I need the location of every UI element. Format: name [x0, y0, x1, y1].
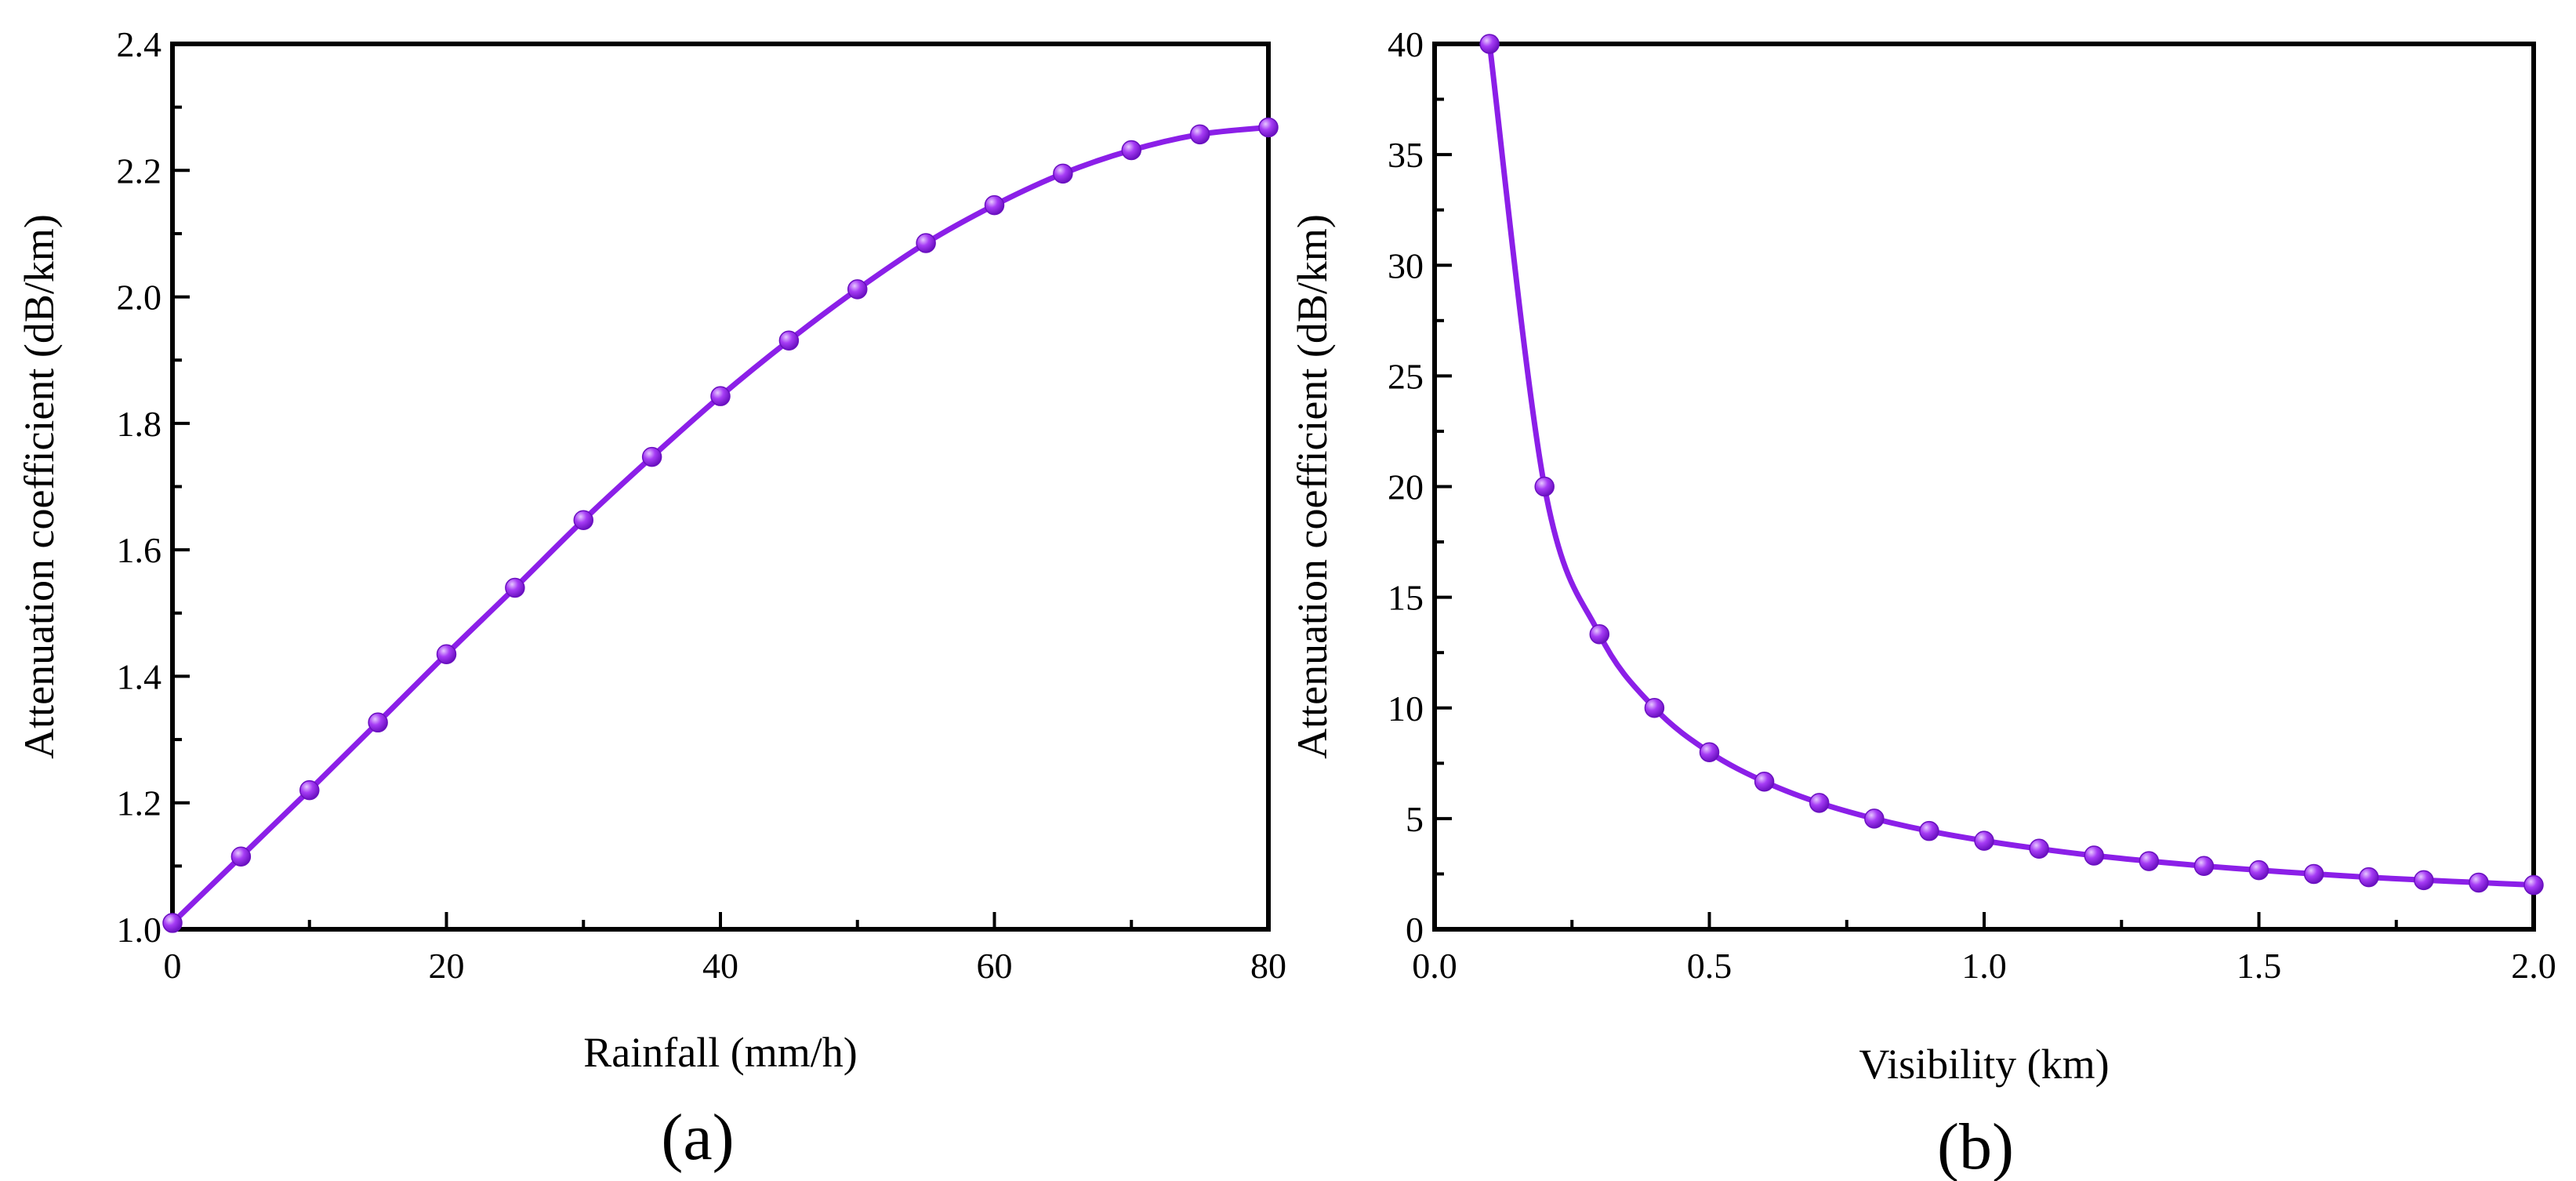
chart-a-x-tick-label: 60	[977, 946, 1013, 986]
chart-a-y-tick-label: 1.2	[117, 783, 162, 823]
chart-a-panel-label: (a)	[661, 1101, 734, 1174]
chart-a-data-point	[162, 913, 183, 933]
chart-a-data-point	[1189, 124, 1210, 145]
chart-a-x-tick-label: 40	[702, 946, 738, 986]
chart-a-plot-frame	[170, 42, 1271, 932]
chart-a-data-point	[505, 577, 525, 598]
chart-a-y-tick-label: 1.6	[117, 530, 162, 570]
chart-a-y-axis-title: Attenuation coefficient (dB/km)	[16, 214, 63, 759]
chart-b-data-point	[1974, 830, 1994, 851]
chart-b-data-point	[2523, 874, 2544, 896]
chart-a-data-point	[641, 446, 662, 467]
chart-a-data-point	[1258, 117, 1279, 138]
chart-b-y-tick-label: 40	[1388, 24, 1424, 64]
chart-b-y-tick-label: 15	[1388, 578, 1424, 618]
chart-b-series-line	[1486, 43, 2534, 888]
chart-b-y-tick-label: 0	[1406, 910, 1424, 950]
chart-b-x-tick-label: 0.0	[1412, 946, 1457, 986]
chart-a-data-point	[230, 846, 252, 867]
chart-a-data-point	[573, 510, 593, 530]
chart-a-data-point	[984, 194, 1005, 216]
chart-a-y-tick-label: 1.0	[117, 910, 162, 950]
chart-b-x-tick-label: 2.0	[2511, 946, 2556, 986]
chart-b-data-point	[2248, 859, 2269, 881]
chart-a-data-point	[1053, 163, 1073, 184]
chart-b-y-tick-label: 30	[1388, 245, 1424, 285]
chart-b-data-point	[1589, 624, 1610, 645]
chart-b-data-point	[1919, 820, 1939, 841]
chart-b-x-tick-label: 0.5	[1687, 946, 1732, 986]
chart-b-plot-frame	[1432, 42, 2536, 932]
chart-b-panel-label: (b)	[1937, 1110, 2014, 1181]
chart-b-data-point	[2084, 845, 2104, 866]
chart-b-x-axis-title: Visibility (km)	[1859, 1041, 2109, 1088]
chart-b-data-point	[1644, 698, 1665, 718]
chart-b-data-point	[2358, 867, 2379, 888]
chart-panel-b: 0.0 0.5 1.0 1.5 2.0 0 5 10 15 20 25 30 35 40 Visibilit…	[1289, 24, 2556, 1181]
chart-a-x-tick-label: 0	[164, 946, 182, 986]
chart-a-data-point	[1121, 140, 1141, 161]
chart-b-data-point	[2193, 856, 2215, 877]
chart-b-y-axis-title: Attenuation coefficient (dB/km)	[1289, 214, 1336, 759]
chart-a-x-tick-label: 80	[1250, 946, 1286, 986]
chart-b-y-tick-label: 20	[1388, 467, 1424, 507]
chart-a-data-point	[436, 644, 457, 664]
chart-a-y-tick-label: 1.4	[117, 656, 162, 696]
chart-a-data-point	[368, 712, 388, 733]
chart-b-y-tick-label: 35	[1388, 135, 1424, 175]
chart-b-data-point	[1534, 476, 1555, 497]
chart-b-data-point	[1809, 793, 1830, 813]
chart-a-data-point	[710, 386, 731, 406]
chart-a-data-point	[778, 330, 800, 351]
chart-a-y-tick-label: 2.0	[117, 278, 162, 318]
chart-a-x-tick-label: 20	[429, 946, 465, 986]
chart-b-y-tick-label: 10	[1388, 689, 1424, 729]
chart-b-data-point	[2029, 838, 2049, 859]
chart-a-y-tick-label: 1.8	[117, 404, 162, 444]
chart-b-data-point	[1479, 34, 1500, 54]
chart-a-data-point	[847, 279, 868, 300]
chart-b-y-tick-label: 25	[1388, 356, 1424, 396]
chart-b-y-tick-label: 5	[1406, 799, 1424, 839]
chart-b-data-point	[1864, 809, 1885, 829]
chart-b-data-point	[1754, 771, 1775, 792]
chart-a-y-tick-label: 2.2	[117, 151, 162, 191]
chart-a-data-point	[299, 779, 320, 801]
chart-a-x-axis-title: Rainfall (mm/h)	[583, 1029, 857, 1076]
chart-a-data-point	[916, 233, 936, 253]
chart-b-data-point	[2303, 863, 2324, 885]
chart-b-data-point	[2139, 851, 2160, 871]
chart-b-data-point	[2469, 872, 2489, 893]
chart-b-data-point	[1699, 742, 1720, 762]
chart-a-y-tick-label: 2.4	[117, 24, 162, 64]
chart-panel-a: 0 20 40 60 80 1.0 1.2 1.4 1.6 1.8 2.0 2.2 2.4 Rainfal…	[16, 24, 1286, 1174]
chart-a-series-line	[170, 124, 1269, 925]
chart-b-x-tick-label: 1.5	[2237, 946, 2282, 986]
chart-b-data-point	[2414, 870, 2434, 891]
chart-b-x-tick-label: 1.0	[1961, 946, 2007, 986]
